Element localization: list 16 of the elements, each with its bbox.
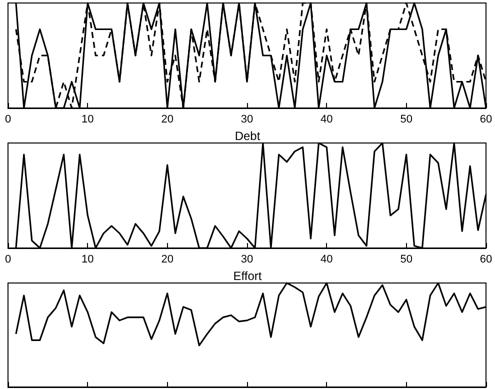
x-tick-label: 50 bbox=[400, 114, 412, 126]
x-tick-label: 0 bbox=[4, 254, 12, 266]
x-tick-label: 30 bbox=[240, 254, 254, 266]
x-tick-label: 20 bbox=[161, 254, 174, 266]
x-tick-label: 10 bbox=[82, 114, 94, 126]
chart-title: Effort bbox=[233, 269, 262, 283]
x-tick-label: 50 bbox=[400, 254, 412, 266]
x-tick-label: 20 bbox=[161, 114, 174, 126]
x-tick-label: 60 bbox=[480, 114, 492, 126]
x-tick-label: 40 bbox=[320, 114, 333, 126]
x-tick-label: 0 bbox=[4, 114, 12, 126]
chart-title: Debt bbox=[234, 129, 261, 143]
x-tick-label: 40 bbox=[320, 254, 333, 266]
x-tick-label: 60 bbox=[480, 254, 492, 266]
x-tick-label: 30 bbox=[240, 114, 254, 126]
x-tick-label: 10 bbox=[82, 254, 94, 266]
